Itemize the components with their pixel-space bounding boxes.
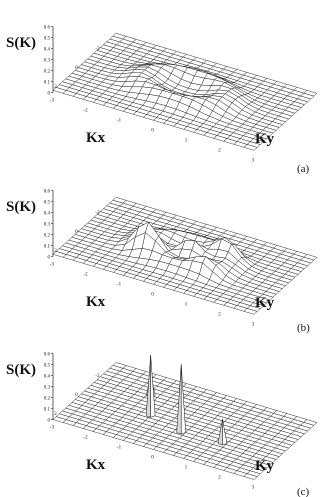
z-tick-label: 0.4 (44, 374, 51, 379)
kx-tick-label: 2 (54, 85, 57, 90)
ky-tick-label: 1 (185, 303, 188, 308)
surface-mesh (52, 197, 318, 315)
z-tick-label: 0.2 (44, 396, 51, 401)
z-tick-label: 0.6 (44, 352, 51, 357)
z-tick-label: 0.5 (44, 363, 51, 368)
kx-tick-label: 2 (54, 412, 57, 417)
z-tick-label: 0.5 (44, 36, 51, 41)
kx-axis-title: Kx (86, 294, 106, 310)
kx-axis-title: Kx (86, 457, 106, 473)
z-tick-label: 0 (48, 255, 51, 260)
panel-label: (c) (297, 486, 310, 497)
surface-mesh (52, 33, 318, 151)
peak-spike (150, 355, 156, 418)
kx-tick-label: -2 (95, 47, 100, 52)
z-tick-label: 0.3 (44, 58, 51, 63)
ky-tick-label: -2 (83, 436, 88, 441)
ky-tick-label: 2 (218, 313, 221, 318)
ky-axis-title: Ky (255, 458, 275, 474)
ky-tick-label: -1 (117, 283, 122, 288)
kx-tick-label: 0 (75, 230, 78, 235)
ky-tick-label: 2 (218, 476, 221, 481)
ky-tick-label: -3 (50, 99, 55, 104)
z-tick-label: 0.5 (44, 200, 51, 205)
ky-tick-label: 0 (151, 456, 154, 461)
surface-cell (243, 308, 258, 315)
z-tick-label: 0.1 (44, 80, 51, 85)
ky-tick-label: 3 (252, 323, 255, 328)
z-tick-label: 0.4 (44, 211, 51, 216)
surface-cell (243, 144, 258, 151)
z-tick-label: 0.1 (44, 244, 51, 249)
z-tick-label: 0.2 (44, 233, 51, 238)
panel-label: (a) (297, 163, 310, 175)
ky-tick-label: 1 (185, 466, 188, 471)
z-tick-label: 0.1 (44, 407, 51, 412)
z-tick-label: 0.2 (44, 69, 51, 74)
ky-tick-label: 3 (252, 486, 255, 491)
z-tick-label: 0.3 (44, 222, 51, 227)
ky-tick-label: 1 (185, 139, 188, 144)
z-tick-label: 0.3 (44, 385, 51, 390)
z-axis-title: S(K) (6, 362, 36, 378)
ky-tick-label: -3 (50, 263, 55, 268)
ky-tick-label: -1 (117, 446, 122, 451)
kx-tick-label: 0 (75, 66, 78, 71)
z-tick-label: 0.6 (44, 189, 51, 194)
surface-cell (243, 473, 258, 480)
ky-tick-label: -2 (83, 273, 88, 278)
ky-tick-label: -1 (117, 119, 122, 124)
z-tick-label: 0.6 (44, 25, 51, 30)
panel-label: (b) (297, 322, 310, 334)
kx-tick-label: -2 (95, 374, 100, 379)
z-axis-title: S(K) (6, 35, 36, 51)
kx-tick-label: 0 (75, 393, 78, 398)
kx-tick-label: 2 (54, 249, 57, 254)
z-axis-title: S(K) (6, 199, 36, 215)
kx-tick-label: -2 (95, 211, 100, 216)
ky-axis-title: Ky (255, 295, 275, 311)
ky-tick-label: 3 (252, 159, 255, 164)
z-tick-label: 0 (48, 418, 51, 423)
ky-tick-label: -2 (83, 109, 88, 114)
ky-tick-label: 0 (151, 129, 154, 134)
z-tick-label: 0.4 (44, 47, 51, 52)
z-tick-label: 0 (48, 91, 51, 96)
peak-spike (222, 419, 228, 446)
ky-tick-label: 2 (218, 149, 221, 154)
ky-tick-label: -3 (50, 426, 55, 431)
peak-spike (180, 364, 186, 435)
ky-axis-title: Ky (255, 131, 275, 147)
kx-axis-title: Kx (86, 130, 106, 146)
ky-tick-label: 0 (151, 293, 154, 298)
